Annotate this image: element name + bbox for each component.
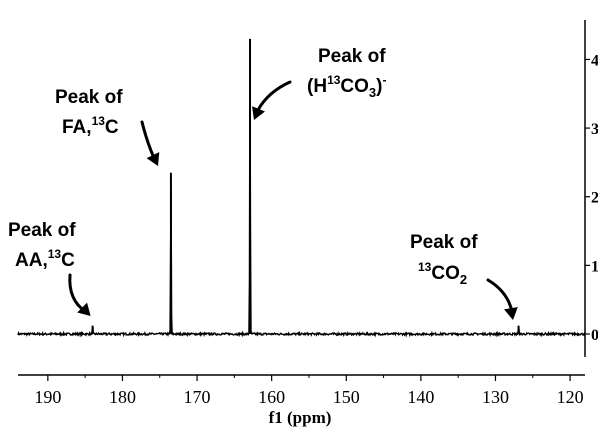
annotation-co2-arrow-shaft: [486, 278, 514, 314]
annotation-hco3-arrow-shaft: [256, 80, 292, 112]
plot-area: 190 180 170 160 150 140 130 120 f1 (ppm) 0 1 2 3 4 Pea…: [8, 20, 598, 427]
annotation-aa-label: AA,13C: [15, 247, 75, 271]
annotation-aa-arrow-head: [77, 302, 91, 316]
y-tick-label: 2: [591, 190, 598, 207]
y-tick-label: 0: [591, 327, 598, 344]
x-tick-label: 150: [333, 387, 360, 407]
x-tick-label: 190: [34, 387, 61, 407]
annotation-fa-title: Peak of: [55, 87, 123, 108]
annotation-hco3-label: (H13CO3)-: [307, 73, 386, 100]
x-tick-label: 140: [407, 387, 434, 407]
x-tick-label: 180: [109, 387, 136, 407]
annotation-fa-arrow-head: [146, 152, 160, 166]
spectrum-line: [17, 46, 586, 338]
annotation-aa-title: Peak of: [8, 220, 76, 241]
annotation-co2-label: 13CO2: [418, 260, 467, 287]
annotation-co2-arrow-head: [504, 306, 518, 320]
annotation-fa-label: FA,13C: [62, 114, 119, 138]
annotation-hco3-arrow-head: [252, 106, 265, 120]
y-tick-label: 1: [591, 258, 598, 275]
x-axis-label: f1 (ppm): [269, 408, 332, 427]
annotation-fa-arrow-shaft: [140, 120, 156, 160]
y-tick-label: 3: [591, 121, 598, 138]
x-tick-label: 120: [557, 387, 584, 407]
x-tick-label: 170: [184, 387, 211, 407]
x-tick-label: 130: [482, 387, 509, 407]
annotation-co2-title: Peak of: [410, 232, 478, 253]
y-tick-label: 4: [591, 52, 598, 69]
annotation-hco3-title: Peak of: [318, 46, 386, 67]
x-tick-label: 160: [258, 387, 285, 407]
